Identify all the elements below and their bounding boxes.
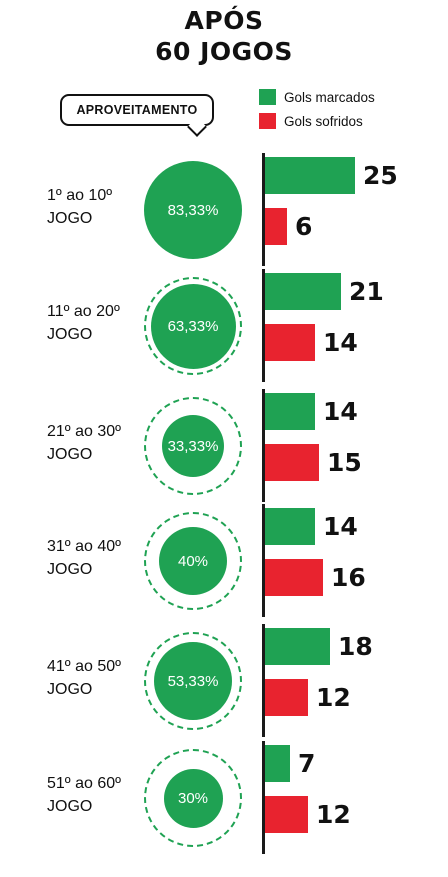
group-label-suffix: JOGO (47, 210, 93, 227)
value-gols-marcados: 21 (349, 277, 384, 306)
aproveitamento-ring (144, 397, 242, 495)
bar-gols-marcados (265, 393, 315, 430)
aproveitamento-disc: 83,33% (144, 161, 242, 259)
aproveitamento-disc: 53,33% (154, 642, 232, 720)
bar-gols-sofridos (265, 796, 308, 833)
group-label: 41º ao 50º JOGO (47, 655, 121, 701)
value-gols-marcados: 25 (363, 161, 398, 190)
value-gols-marcados: 14 (323, 512, 358, 541)
group-label-range: 31º ao 40º (47, 538, 121, 555)
group-label-suffix: JOGO (47, 798, 93, 815)
group-label-suffix: JOGO (47, 326, 93, 343)
group-label-range: 11º ao 20º (47, 303, 120, 320)
value-gols-sofridos: 6 (295, 212, 313, 241)
group-label-suffix: JOGO (47, 561, 93, 578)
aproveitamento-disc: 30% (163, 768, 223, 828)
bar-gols-sofridos (265, 208, 287, 245)
axis-line (262, 741, 265, 854)
bar-gols-sofridos (265, 559, 323, 596)
group-label-range: 51º ao 60º (47, 775, 121, 792)
axis-line (262, 153, 265, 266)
bar-gols-marcados (265, 745, 290, 782)
group-label-range: 21º ao 30º (47, 423, 121, 440)
legend-item-gols-sofridos: Gols sofridos (259, 113, 363, 129)
aproveitamento-ring (144, 632, 242, 730)
bar-gols-sofridos (265, 324, 315, 361)
bar-gols-marcados (265, 157, 355, 194)
value-gols-sofridos: 12 (316, 683, 351, 712)
aproveitamento-callout: APROVEITAMENTO (60, 94, 214, 137)
aproveitamento-disc: 63,33% (150, 283, 236, 369)
axis-line (262, 624, 265, 737)
group-label: 51º ao 60º JOGO (47, 772, 121, 818)
bar-gols-marcados (265, 508, 315, 545)
axis-line (262, 504, 265, 617)
bar-gols-marcados (265, 628, 330, 665)
chart-title-line-2: 60 JOGOS (155, 37, 293, 66)
legend-swatch-gols-sofridos (259, 113, 276, 129)
value-gols-sofridos: 12 (316, 800, 351, 829)
group-label-suffix: JOGO (47, 446, 93, 463)
legend-item-gols-marcados: Gols marcados (259, 89, 375, 105)
group-label: 21º ao 30º JOGO (47, 420, 121, 466)
bar-gols-marcados (265, 273, 341, 310)
aproveitamento-ring (144, 512, 242, 610)
bar-gols-sofridos (265, 679, 308, 716)
aproveitamento-label: APROVEITAMENTO (60, 94, 214, 126)
group-label-suffix: JOGO (47, 681, 93, 698)
value-gols-marcados: 14 (323, 397, 358, 426)
aproveitamento-ring (144, 749, 242, 847)
group-label: 1º ao 10º JOGO (47, 184, 112, 230)
legend-swatch-gols-marcados (259, 89, 276, 105)
value-gols-sofridos: 14 (323, 328, 358, 357)
group-label: 11º ao 20º JOGO (47, 300, 120, 346)
bar-gols-sofridos (265, 444, 319, 481)
chart-title-line-1: APÓS (184, 6, 264, 35)
aproveitamento-disc: 40% (159, 527, 227, 595)
legend-label-gols-marcados: Gols marcados (284, 89, 375, 105)
value-gols-sofridos: 15 (327, 448, 362, 477)
group-label-range: 1º ao 10º (47, 187, 113, 204)
group-label-range: 41º ao 50º (47, 658, 121, 675)
aproveitamento-ring (144, 277, 242, 375)
value-gols-marcados: 18 (338, 632, 373, 661)
value-gols-marcados: 7 (298, 749, 316, 778)
axis-line (262, 269, 265, 382)
legend-label-gols-sofridos: Gols sofridos (284, 113, 363, 129)
axis-line (262, 389, 265, 502)
group-label: 31º ao 40º JOGO (47, 535, 121, 581)
value-gols-sofridos: 16 (331, 563, 366, 592)
aproveitamento-disc: 33,33% (162, 415, 224, 477)
